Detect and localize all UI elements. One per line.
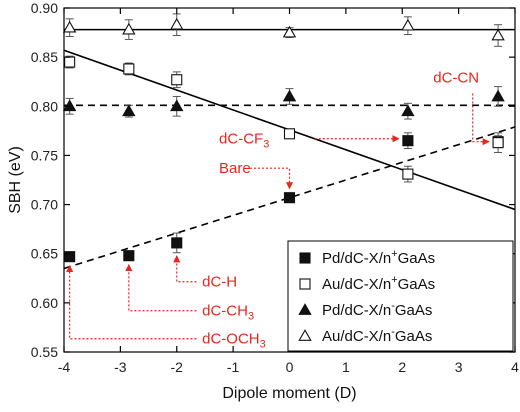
data-point: [282, 25, 297, 38]
data-point: [171, 237, 183, 249]
legend-label: Au/dC-X/n-GaAs: [322, 326, 432, 345]
annotation-label-dc-cn: dC-CN: [433, 70, 479, 87]
legend-marker: [298, 303, 312, 315]
data-point: [122, 22, 136, 35]
data-point: [282, 89, 297, 102]
data-point: [170, 17, 184, 30]
fit-line-dashed: [64, 126, 515, 270]
x-tick-label: 2: [398, 359, 406, 375]
x-tick-label: -4: [58, 359, 71, 375]
legend-label: Pd/dC-X/n+GaAs: [322, 248, 435, 267]
annotation-label-bare: Bare: [219, 160, 251, 177]
x-tick-label: 0: [286, 359, 294, 375]
annotation-label-dc-och3: dC-OCH3: [202, 331, 266, 351]
data-point: [401, 104, 415, 117]
x-tick-label: -3: [114, 359, 127, 375]
legend-box: [287, 240, 514, 352]
x-tick-label: -2: [171, 359, 184, 375]
data-point: [64, 251, 76, 263]
data-point: [402, 135, 414, 147]
data-point: [62, 20, 77, 33]
data-point: [492, 137, 504, 149]
legend-label: Pd/dC-X/n-GaAs: [322, 300, 432, 319]
data-point: [401, 18, 415, 31]
annotation-arrow-dc-ch3: [125, 263, 197, 312]
legend-label: Au/dC-X/n+GaAs: [322, 274, 435, 293]
data-point: [491, 89, 505, 102]
legend-marker: [298, 329, 312, 341]
y-tick-label: 0.65: [31, 246, 58, 262]
annotation-arrow-dc-h: [173, 255, 197, 283]
data-point: [170, 99, 184, 112]
x-tick-label: 3: [455, 359, 463, 375]
legend-marker: [299, 252, 311, 264]
y-tick-label: 0.70: [31, 197, 58, 213]
data-point: [62, 99, 77, 112]
data-point: [283, 192, 296, 204]
y-tick-label: 0.55: [31, 344, 58, 360]
annotation-arrow-bare: [250, 167, 294, 190]
annotation-arrow-dc-och3: [66, 264, 197, 340]
y-tick-label: 0.90: [31, 0, 58, 16]
data-point: [283, 128, 296, 140]
x-tick-label: 1: [342, 359, 350, 375]
data-point: [64, 56, 76, 68]
data-point: [123, 63, 135, 75]
data-point: [402, 168, 414, 180]
y-tick-label: 0.80: [31, 98, 58, 114]
annotation-label-dc-h: dC-H: [202, 274, 237, 291]
y-tick-label: 0.75: [31, 147, 58, 163]
annotation-label-dc-ch3: dC-CH3: [202, 303, 254, 323]
annotation-arrow-dc-cn: [472, 93, 490, 146]
data-point: [171, 74, 183, 86]
legend-marker: [299, 278, 311, 290]
y-tick-label: 0.60: [31, 295, 58, 311]
data-point: [123, 250, 135, 262]
y-tick-label: 0.85: [31, 49, 58, 65]
data-point: [122, 104, 136, 117]
x-axis-title: Dipole moment (D): [222, 385, 356, 402]
annotation-label-dc-cf3: dC-CF3: [219, 131, 269, 151]
x-tick-label: 4: [511, 359, 519, 375]
data-point: [491, 28, 505, 41]
y-axis-title: SBH (eV): [7, 146, 24, 214]
x-tick-label: -1: [227, 359, 240, 375]
